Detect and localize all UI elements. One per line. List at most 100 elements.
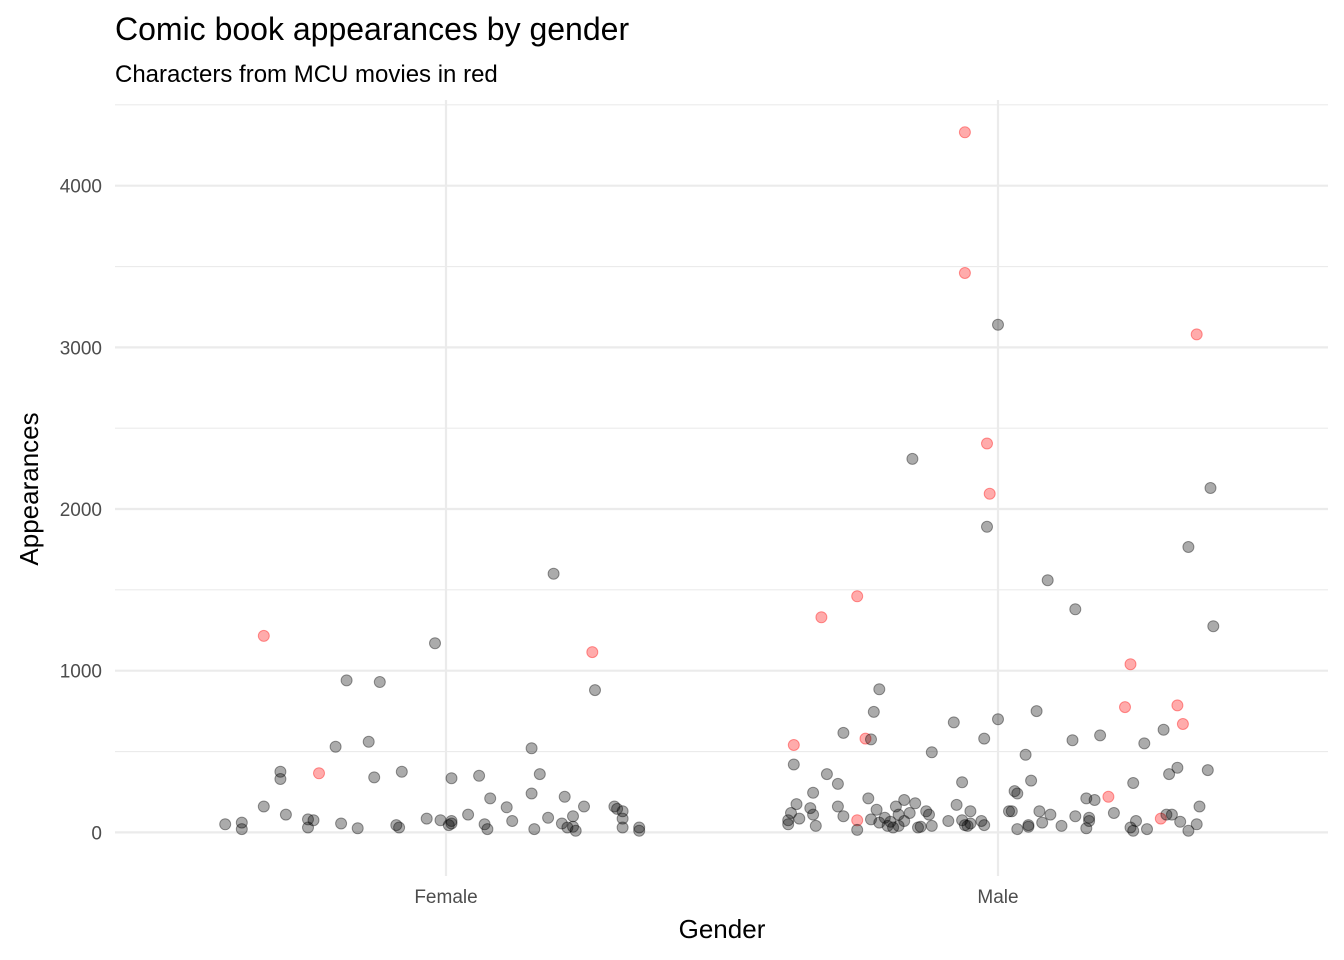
data-point: [978, 819, 991, 832]
data-point: [420, 812, 433, 825]
data-point: [506, 815, 519, 827]
data-point: [567, 820, 579, 833]
mcu-point: [1119, 701, 1131, 714]
data-point: [964, 817, 977, 830]
data-point: [542, 811, 555, 824]
data-points: [219, 126, 1220, 837]
data-point: [837, 726, 850, 739]
data-point: [947, 716, 960, 729]
data-point: [787, 758, 800, 771]
data-point: [1055, 819, 1068, 832]
data-point: [1003, 805, 1015, 818]
data-point: [1190, 818, 1203, 831]
data-point: [1022, 819, 1035, 832]
data-point: [837, 810, 850, 823]
x-axis-ticks: Female Male: [414, 887, 1018, 908]
y-tick-label: 1000: [60, 662, 102, 683]
chart-title: Comic book appearances by gender: [115, 11, 629, 47]
data-point: [942, 815, 955, 827]
data-point: [445, 772, 458, 785]
data-point: [608, 800, 621, 813]
data-point: [393, 821, 406, 834]
data-point: [804, 802, 817, 815]
y-axis-ticks: 0 1000 2000 3000 4000: [60, 177, 102, 845]
mcu-point: [981, 437, 993, 450]
y-tick-label: 2000: [60, 500, 102, 521]
data-point: [1124, 821, 1137, 834]
data-point: [500, 801, 513, 814]
mcu-point: [958, 126, 971, 139]
data-point: [1041, 574, 1054, 587]
data-point: [533, 768, 546, 781]
data-point: [1083, 815, 1096, 827]
data-point: [1008, 785, 1021, 798]
data-point: [870, 803, 883, 816]
data-point: [831, 777, 844, 790]
data-point: [567, 810, 579, 823]
data-point: [569, 824, 582, 837]
data-point: [889, 800, 902, 813]
data-point: [1163, 768, 1176, 781]
data-point: [820, 768, 833, 781]
y-tick-label: 3000: [60, 338, 102, 359]
data-point: [782, 814, 795, 827]
mcu-point: [313, 767, 325, 780]
data-point: [906, 452, 919, 465]
data-point: [1127, 824, 1140, 837]
data-point: [1080, 792, 1093, 805]
data-point: [851, 823, 864, 836]
data-point: [633, 821, 646, 834]
data-point: [368, 771, 381, 784]
data-point: [1011, 823, 1024, 836]
data-point: [992, 318, 1004, 331]
data-point: [1083, 811, 1096, 824]
data-point: [555, 817, 568, 830]
data-point: [862, 792, 875, 805]
data-point: [1080, 822, 1093, 835]
data-point: [1069, 810, 1082, 823]
data-point: [558, 790, 571, 803]
data-point: [1193, 800, 1206, 813]
data-point: [335, 817, 348, 830]
data-point: [235, 823, 248, 836]
data-point: [1030, 705, 1043, 718]
mcu-point: [1171, 699, 1184, 712]
y-tick-label: 0: [91, 823, 102, 844]
data-point: [964, 805, 977, 818]
mcu-point: [815, 611, 828, 624]
y-axis-title: Appearances: [14, 412, 44, 565]
data-point: [1022, 820, 1035, 833]
data-point: [633, 824, 646, 837]
data-point: [307, 814, 320, 827]
data-point: [373, 676, 386, 688]
mcu-point: [257, 629, 270, 642]
mcu-point: [787, 739, 800, 751]
data-point: [462, 808, 475, 821]
data-point: [1107, 807, 1120, 819]
mcu-point: [1124, 658, 1137, 671]
data-point: [279, 808, 292, 821]
data-point: [809, 819, 822, 832]
data-point: [351, 822, 364, 835]
data-point: [616, 805, 629, 818]
data-point: [1130, 815, 1142, 827]
gridlines: [115, 100, 1328, 876]
data-point: [956, 814, 969, 827]
data-point: [589, 684, 601, 697]
data-point: [1044, 808, 1057, 821]
data-point: [434, 814, 447, 827]
data-point: [219, 818, 232, 831]
data-point: [1069, 603, 1082, 616]
data-point: [340, 674, 353, 687]
data-point: [884, 815, 897, 828]
mcu-point: [958, 267, 971, 279]
data-point: [1141, 823, 1153, 836]
data-point: [1066, 734, 1079, 747]
data-point: [578, 800, 590, 813]
data-point: [1138, 737, 1151, 750]
data-point: [390, 819, 403, 832]
data-point: [865, 733, 877, 746]
data-point: [442, 819, 455, 832]
data-point: [525, 742, 538, 755]
